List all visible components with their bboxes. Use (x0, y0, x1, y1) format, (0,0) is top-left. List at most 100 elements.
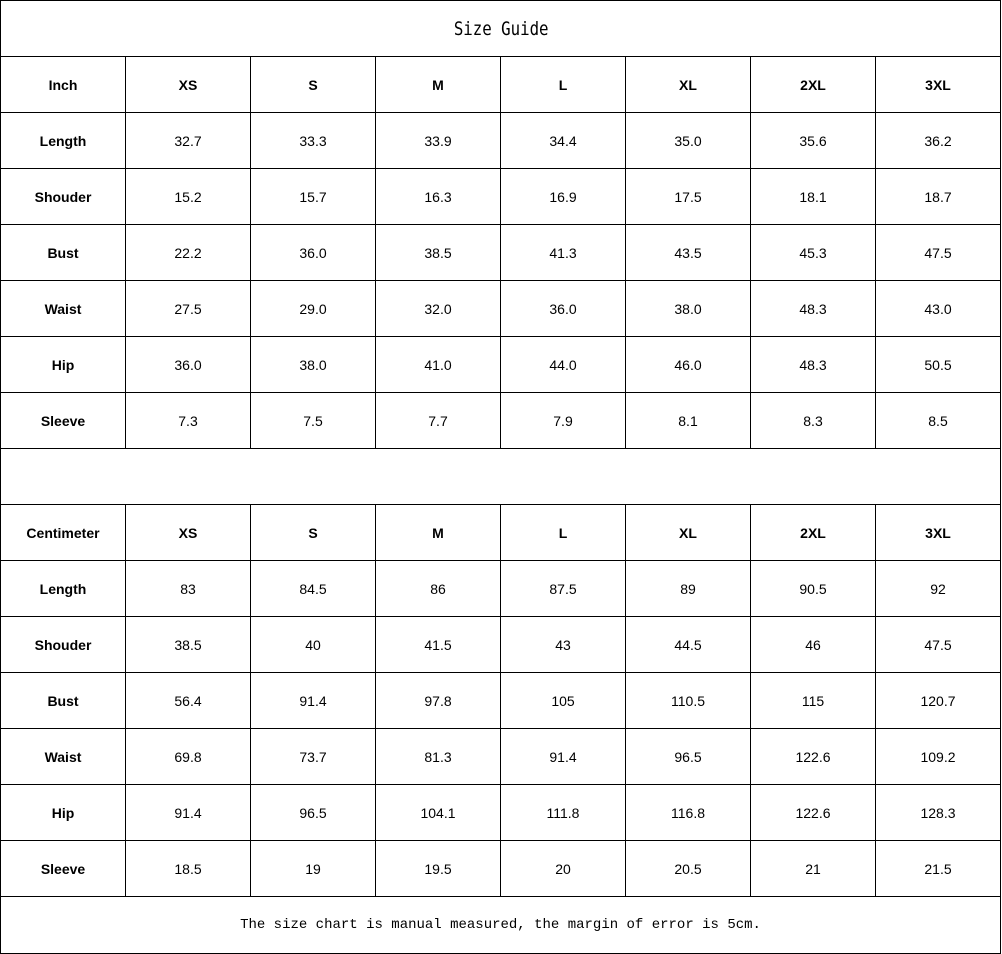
table-row: Hip 91.4 96.5 104.1 111.8 116.8 122.6 128.3 (0, 784, 1002, 841)
measurement-value: 38.5 (375, 224, 501, 281)
measurement-value: 15.7 (250, 168, 376, 225)
size-header: L (500, 56, 626, 113)
measurement-value: 15.2 (125, 168, 251, 225)
measurement-value: 122.6 (750, 728, 876, 785)
measurement-value: 20.5 (625, 840, 751, 897)
measurement-value: 29.0 (250, 280, 376, 337)
measurement-value: 96.5 (250, 784, 376, 841)
table-row: Bust 22.2 36.0 38.5 41.3 43.5 45.3 47.5 (0, 224, 1002, 281)
measurement-label: Shouder (0, 616, 126, 673)
measurement-value: 56.4 (125, 672, 251, 729)
measurement-value: 35.6 (750, 112, 876, 169)
measurement-value: 41.0 (375, 336, 501, 393)
title-row: Size Guide (1, 0, 1001, 57)
size-header: S (250, 56, 376, 113)
page-title: Size Guide (453, 17, 548, 40)
measurement-value: 40 (250, 616, 376, 673)
measurement-value: 92 (874, 560, 1002, 617)
measurement-value: 104.1 (375, 784, 501, 841)
measurement-value: 109.2 (874, 728, 1002, 785)
measurement-value: 44.5 (625, 616, 751, 673)
measurement-value: 90.5 (750, 560, 876, 617)
unit-header: Centimeter (0, 504, 126, 561)
measurement-value: 32.7 (125, 112, 251, 169)
measurement-label: Length (0, 560, 126, 617)
measurement-value: 21 (750, 840, 876, 897)
size-header: 2XL (750, 504, 876, 561)
measurement-value: 110.5 (625, 672, 751, 729)
measurement-value: 19.5 (375, 840, 501, 897)
measurement-value: 19 (250, 840, 376, 897)
measurement-label: Bust (0, 224, 126, 281)
measurement-label: Shouder (0, 168, 126, 225)
measurement-value: 43.0 (874, 280, 1002, 337)
table-row: Length 32.7 33.3 33.9 34.4 35.0 35.6 36.2 (0, 112, 1002, 169)
measurement-value: 48.3 (750, 280, 876, 337)
measurement-label: Hip (0, 336, 126, 393)
measurement-label: Sleeve (0, 392, 126, 449)
measurement-value: 91.4 (250, 672, 376, 729)
measurement-value: 36.0 (125, 336, 251, 393)
measurement-value: 128.3 (874, 784, 1002, 841)
spacer-row (0, 448, 1002, 505)
measurement-value: 122.6 (750, 784, 876, 841)
measurement-value: 36.0 (500, 280, 626, 337)
size-header: L (500, 504, 626, 561)
measurement-value: 69.8 (125, 728, 251, 785)
measurement-value: 43 (500, 616, 626, 673)
measurement-value: 111.8 (500, 784, 626, 841)
measurement-value: 87.5 (500, 560, 626, 617)
title-cell: Size Guide (50, 0, 951, 57)
size-header: S (250, 504, 376, 561)
size-header: XL (625, 56, 751, 113)
measurement-value: 116.8 (625, 784, 751, 841)
measurement-label: Waist (0, 728, 126, 785)
measurement-value: 7.9 (500, 392, 626, 449)
table-row: Shouder 15.2 15.7 16.3 16.9 17.5 18.1 18.7 (0, 168, 1002, 225)
table-row: Length 83 84.5 86 87.5 89 90.5 92 (0, 560, 1002, 617)
measurement-value: 83 (125, 560, 251, 617)
measurement-label: Waist (0, 280, 126, 337)
measurement-label: Bust (0, 672, 126, 729)
measurement-value: 34.4 (500, 112, 626, 169)
measurement-value: 44.0 (500, 336, 626, 393)
measurement-value: 50.5 (874, 336, 1002, 393)
measurement-value: 43.5 (625, 224, 751, 281)
measurement-value: 7.5 (250, 392, 376, 449)
measurement-value: 16.9 (500, 168, 626, 225)
measurement-value: 96.5 (625, 728, 751, 785)
measurement-value: 21.5 (874, 840, 1002, 897)
measurement-value: 91.4 (125, 784, 251, 841)
measurement-value: 7.7 (375, 392, 501, 449)
unit-header: Inch (0, 56, 126, 113)
measurement-value: 18.5 (125, 840, 251, 897)
measurement-value: 115 (750, 672, 876, 729)
measurement-value: 41.5 (375, 616, 501, 673)
measurement-value: 81.3 (375, 728, 501, 785)
size-header: M (375, 504, 501, 561)
table-row: Waist 69.8 73.7 81.3 91.4 96.5 122.6 109.2 (0, 728, 1002, 785)
measurement-label: Sleeve (0, 840, 126, 897)
measurement-value: 46.0 (625, 336, 751, 393)
measurement-value: 41.3 (500, 224, 626, 281)
measurement-value: 36.2 (874, 112, 1002, 169)
measurement-value: 7.3 (125, 392, 251, 449)
measurement-label: Hip (0, 784, 126, 841)
measurement-value: 105 (500, 672, 626, 729)
measurement-value: 45.3 (750, 224, 876, 281)
header-row-inch: Inch XS S M L XL 2XL 3XL (0, 56, 1002, 113)
size-header: 2XL (750, 56, 876, 113)
measurement-value: 47.5 (874, 616, 1002, 673)
header-row-centimeter: Centimeter XS S M L XL 2XL 3XL (0, 504, 1002, 561)
note-row: The size chart is manual measured, the m… (0, 896, 1002, 954)
measurement-value: 48.3 (750, 336, 876, 393)
measurement-value: 8.3 (750, 392, 876, 449)
measurement-value: 47.5 (874, 224, 1002, 281)
table-row: Sleeve 7.3 7.5 7.7 7.9 8.1 8.3 8.5 (0, 392, 1002, 449)
measurement-value: 20 (500, 840, 626, 897)
measurement-value: 33.3 (250, 112, 376, 169)
size-header: M (375, 56, 501, 113)
measurement-value: 8.1 (625, 392, 751, 449)
measurement-value: 86 (375, 560, 501, 617)
